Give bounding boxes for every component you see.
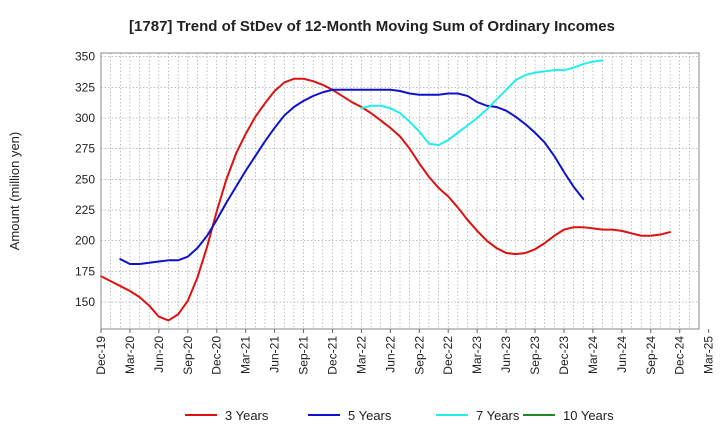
x-tick-label: Dec-20 (210, 336, 224, 375)
x-tick-label: Sep-24 (644, 336, 658, 375)
y-tick-label: 325 (75, 80, 95, 94)
series-line-3-years (100, 77, 672, 322)
x-tick-label: Sep-21 (297, 336, 311, 375)
y-tick-label: 150 (75, 295, 95, 309)
x-tick-label: Mar-20 (123, 336, 137, 374)
y-tick-label: 225 (75, 203, 95, 217)
legend: 3 Years 5 Years 7 Years 10 Years (185, 408, 614, 423)
x-tick-label: Sep-22 (412, 336, 426, 375)
y-axis-ticks: 150 175 200 225 250 275 300 325 350 (75, 50, 95, 309)
x-tick-label: Jun-23 (499, 336, 513, 373)
x-tick-label: Dec-19 (94, 336, 108, 375)
x-tick-label: Sep-20 (181, 336, 195, 375)
y-tick-label: 200 (75, 234, 95, 248)
legend-label-10-years: 10 Years (563, 408, 614, 423)
legend-label-5-years: 5 Years (348, 408, 392, 423)
legend-label-7-years: 7 Years (476, 408, 520, 423)
x-tick-label: Jun-21 (268, 336, 282, 373)
x-tick-label: Mar-25 (702, 336, 716, 374)
x-tick-label: Mar-24 (586, 336, 600, 374)
x-tick-label: Dec-24 (673, 336, 687, 375)
series-line-5-years (119, 88, 585, 265)
x-tick-label: Dec-22 (441, 336, 455, 375)
x-tick-label: Dec-23 (557, 336, 571, 375)
series-line-7-years (360, 59, 604, 146)
x-tick-label: Jun-24 (615, 336, 629, 373)
x-tick-label: Mar-22 (354, 336, 368, 374)
y-axis-label: Amount (million yen) (7, 132, 22, 251)
y-tick-label: 275 (75, 142, 95, 156)
legend-label-3-years: 3 Years (225, 408, 269, 423)
series-layer (100, 59, 672, 322)
chart-title: [1787] Trend of StDev of 12-Month Moving… (129, 18, 615, 35)
x-tick-label: Dec-21 (325, 336, 339, 375)
x-tick-label: Mar-21 (239, 336, 253, 374)
x-tick-label: Jun-22 (383, 336, 397, 373)
x-tick-label: Sep-23 (528, 336, 542, 375)
plot-frame (100, 52, 700, 330)
y-tick-label: 300 (75, 111, 95, 125)
y-tick-label: 350 (75, 50, 95, 64)
y-tick-label: 175 (75, 264, 95, 278)
y-tick-label: 250 (75, 172, 95, 186)
x-tick-label: Jun-20 (152, 336, 166, 373)
x-axis-ticks: Dec-19 Mar-20 Jun-20 Sep-20 Dec-20 Mar-21 Jun-… (94, 329, 716, 375)
x-tick-label: Mar-23 (470, 336, 484, 374)
grid-layer (101, 53, 699, 329)
